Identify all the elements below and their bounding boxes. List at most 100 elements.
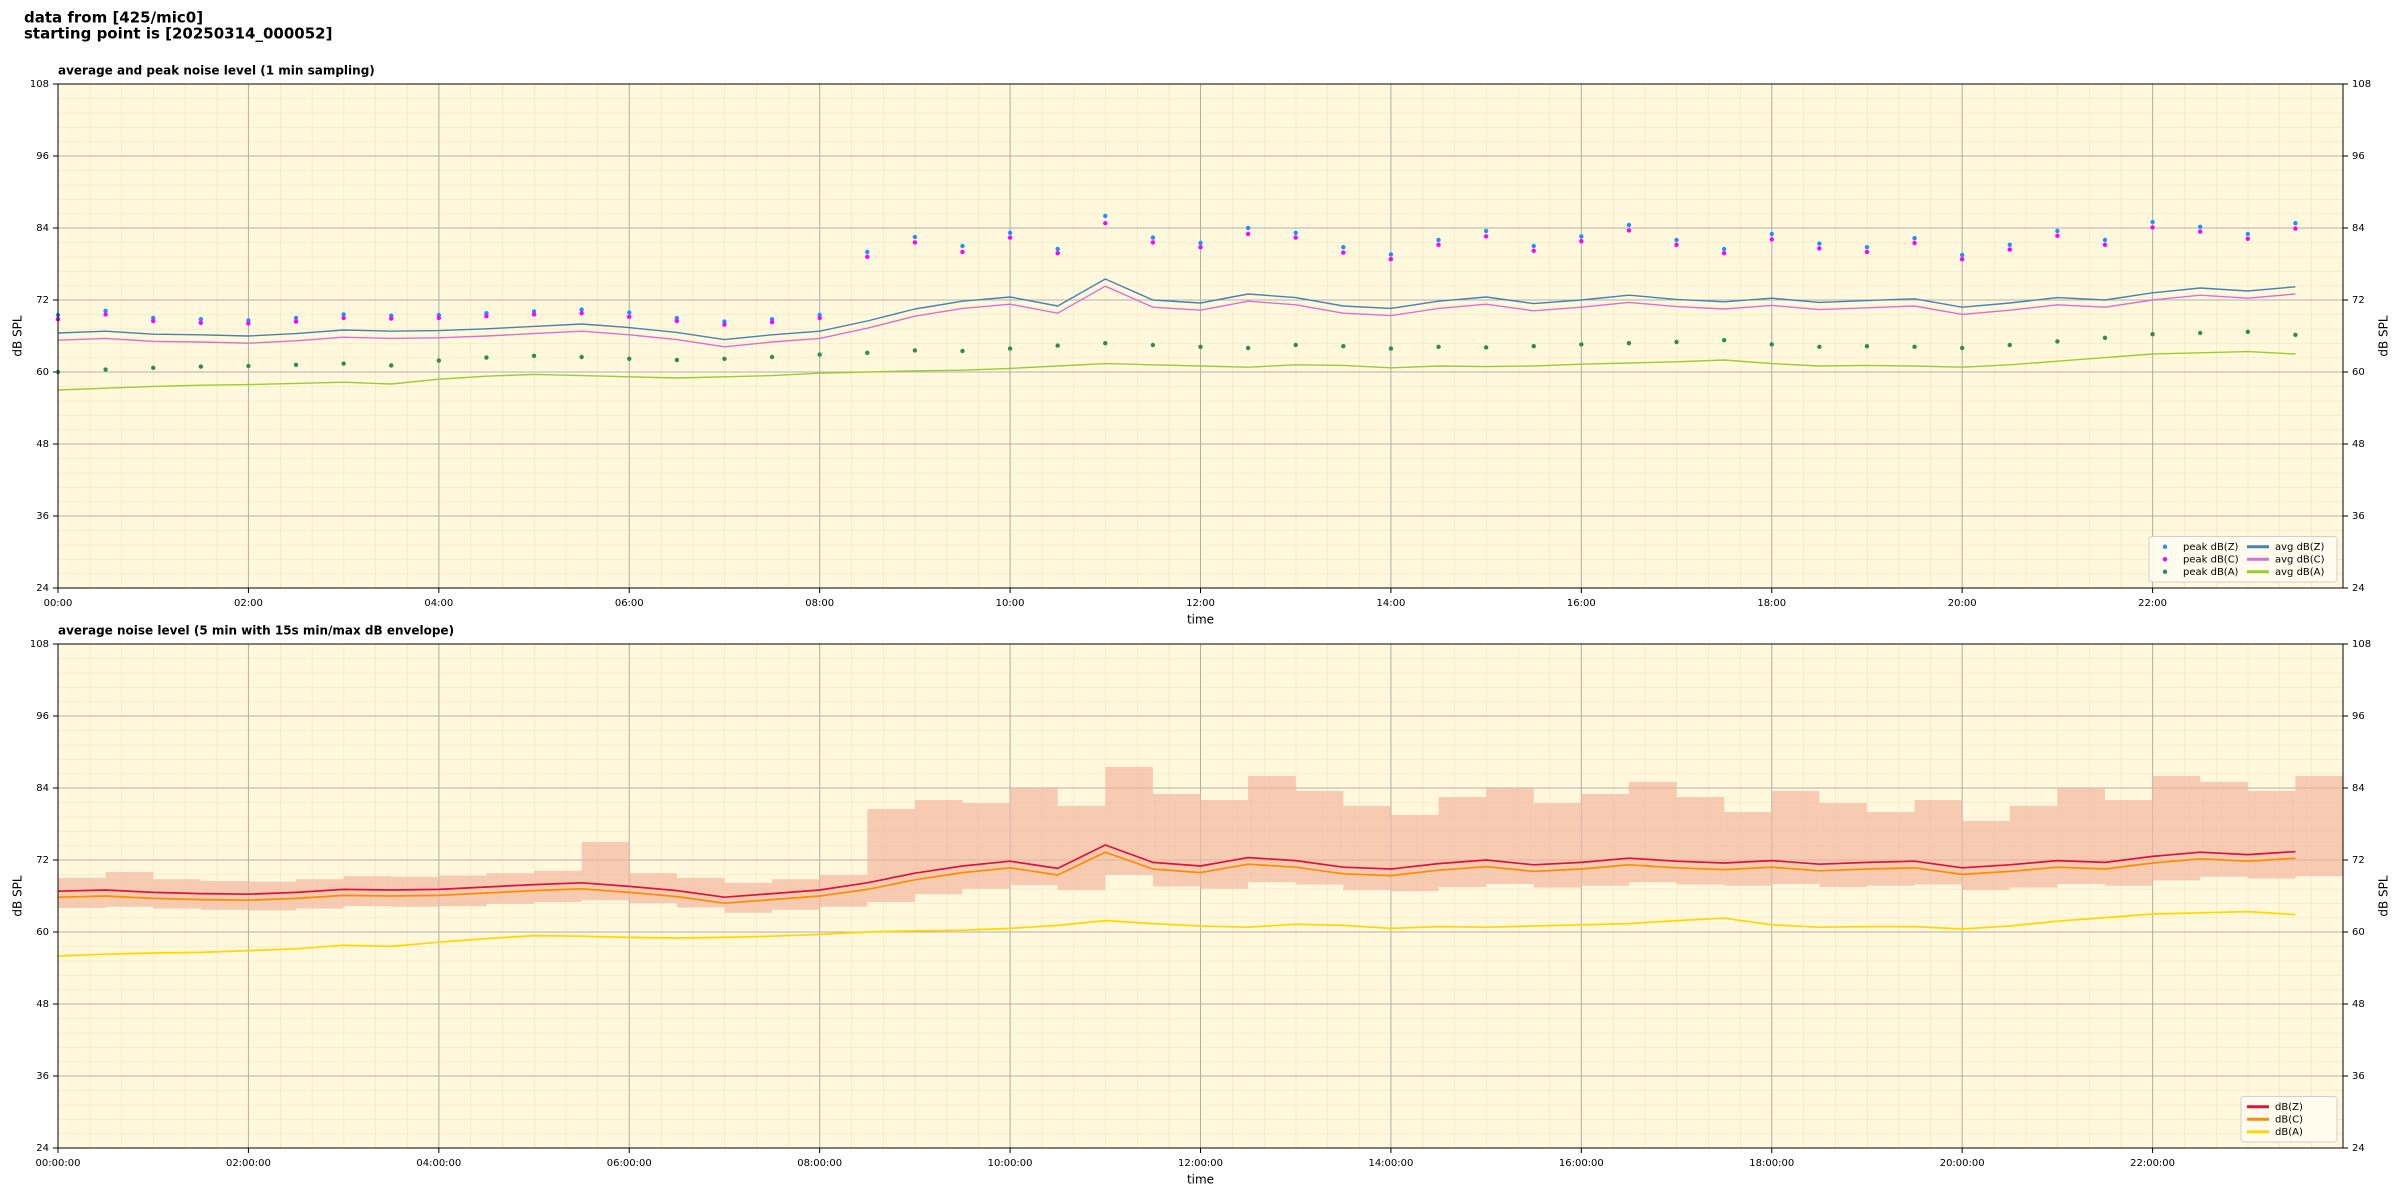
envelope-band	[1819, 803, 1867, 887]
peak-point	[1055, 251, 1060, 256]
peak-point	[436, 358, 442, 363]
peak-point	[2150, 332, 2155, 337]
plot-frame	[57, 643, 2344, 1149]
y-tick-label: 24	[36, 583, 49, 594]
envelope-band	[438, 875, 487, 907]
y-tick-label: 84	[36, 783, 49, 794]
peak-point	[1817, 344, 1822, 349]
peak-point	[531, 353, 537, 358]
peak-point	[2293, 221, 2298, 226]
peak-point	[674, 357, 680, 363]
peak-point	[769, 320, 775, 325]
peak-point	[2007, 342, 2012, 348]
peak-point	[389, 316, 394, 321]
peak-point	[2245, 231, 2250, 237]
peak-point	[1436, 237, 1441, 243]
peak-point	[627, 356, 632, 361]
peak-point	[103, 308, 108, 313]
peak-point	[389, 363, 394, 368]
envelope-band	[248, 881, 297, 911]
peak-point	[1483, 228, 1489, 234]
peak-point	[1341, 245, 1346, 250]
peak-point	[817, 315, 822, 321]
series-line	[57, 910, 2296, 957]
x-tick-label: 16:00	[1567, 598, 1596, 609]
series-line	[57, 844, 2296, 899]
x-tick-label: 18:00:00	[1749, 1158, 1794, 1169]
envelope-band	[2152, 776, 2201, 881]
y-tick-label-right: 36	[2352, 511, 2365, 522]
peak-point	[1007, 346, 1013, 351]
peak-point	[1531, 248, 1536, 253]
y-tick-label-right: 60	[2352, 927, 2365, 938]
envelope-band	[1676, 797, 1725, 885]
y-tick-label-right: 36	[2352, 1071, 2365, 1082]
peak-point	[1341, 250, 1346, 255]
peak-point	[1721, 251, 1727, 256]
y-tick-label-right: 108	[2352, 79, 2371, 90]
envelope-band	[2009, 806, 2058, 888]
legend-label: avg dB(C)	[2275, 554, 2325, 565]
envelope-band	[2200, 782, 2248, 877]
peak-point	[293, 315, 299, 321]
peak-point	[1436, 344, 1441, 349]
y-tick-label-right: 96	[2352, 151, 2365, 162]
peak-point	[1245, 225, 1251, 231]
peak-point	[1579, 234, 1584, 239]
peak-point	[1817, 241, 1822, 246]
y-tick-label-right: 96	[2352, 711, 2365, 722]
legend-label: peak dB(C)	[2183, 554, 2239, 565]
peak-point	[1293, 230, 1298, 235]
peak-point	[1103, 221, 1108, 226]
peak-point	[341, 361, 346, 366]
peak-point	[293, 319, 299, 324]
envelope-band	[1390, 815, 1439, 892]
y-tick-label-right: 24	[2352, 1143, 2365, 1154]
x-tick-label: 22:00:00	[2130, 1158, 2175, 1169]
x-tick-label: 04:00:00	[416, 1158, 461, 1169]
peak-point	[1626, 222, 1632, 228]
envelope-band	[343, 876, 392, 907]
peak-point	[2293, 332, 2298, 337]
peak-point	[2293, 226, 2298, 231]
peak-point	[1579, 239, 1584, 244]
peak-point	[960, 249, 965, 255]
peak-point	[1626, 228, 1632, 233]
y-tick-label-right: 72	[2352, 295, 2365, 306]
peak-point	[2055, 339, 2060, 344]
plot-frame	[57, 83, 2344, 589]
peak-point	[198, 320, 204, 325]
peak-point	[1150, 240, 1156, 245]
peak-point	[1674, 242, 1679, 247]
peak-point	[1103, 341, 1108, 346]
peak-point	[151, 365, 156, 370]
peak-point	[2102, 237, 2108, 243]
peak-point	[1769, 231, 1774, 237]
peak-point	[865, 350, 870, 355]
y-tick-label: 72	[36, 295, 49, 306]
peak-point	[1817, 246, 1822, 251]
peak-point	[1055, 246, 1060, 252]
peak-point	[1293, 342, 1298, 348]
legend: dB(Z)dB(C) dB(A)	[2240, 1096, 2338, 1143]
peak-point	[2197, 229, 2203, 234]
peak-point	[1959, 345, 1965, 351]
peak-point	[1959, 252, 1965, 258]
y-tick-label: 96	[36, 151, 49, 162]
peak-point	[1150, 235, 1156, 240]
peak-point	[2055, 228, 2060, 234]
x-tick-label: 04:00	[424, 598, 453, 609]
envelope-band	[1533, 803, 1582, 888]
envelope-band	[391, 876, 439, 907]
peak-point	[1436, 242, 1441, 247]
chart-title: average and peak noise level (1 min samp…	[58, 64, 375, 78]
peak-point	[722, 322, 727, 327]
peak-point	[2102, 335, 2108, 340]
peak-point	[722, 356, 727, 361]
x-tick-label: 14:00	[1377, 598, 1406, 609]
peak-point	[1198, 245, 1203, 250]
envelope-band	[1581, 794, 1629, 886]
x-tick-label: 20:00	[1948, 598, 1977, 609]
y-tick-label: 36	[36, 1071, 49, 1082]
x-tick-label: 16:00:00	[1559, 1158, 1604, 1169]
